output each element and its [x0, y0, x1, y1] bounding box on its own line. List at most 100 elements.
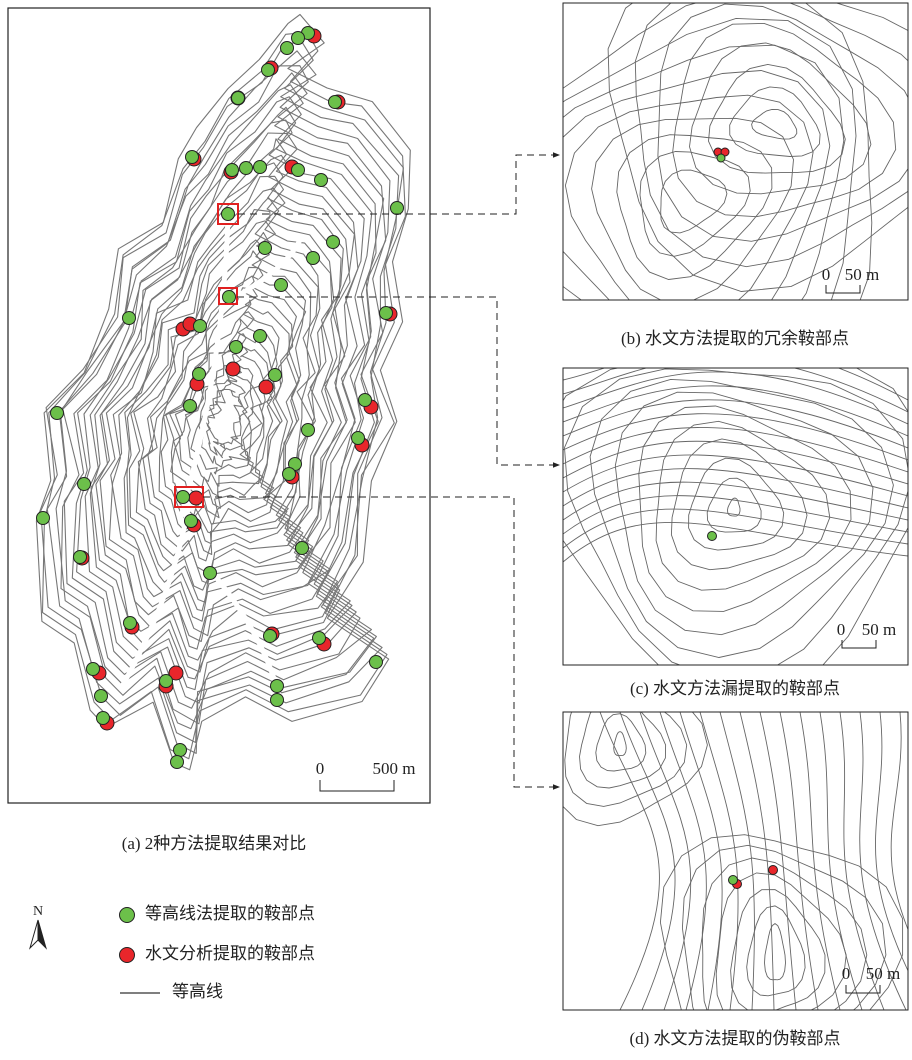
saddle-contour [160, 675, 173, 688]
saddle-contour [230, 341, 243, 354]
saddle-contour [307, 252, 320, 265]
saddle-contour [74, 551, 87, 564]
contour [730, 87, 820, 157]
saddle-contour [262, 64, 275, 77]
contour [596, 714, 646, 771]
scale-label: 50 m [866, 964, 900, 983]
saddle-contour [275, 279, 288, 292]
saddle-contour [296, 542, 309, 555]
contour [590, 379, 893, 657]
saddle-hydro [226, 362, 240, 376]
saddle-contour [359, 394, 372, 407]
saddle-contour [124, 617, 137, 630]
scale-label: 500 m [373, 759, 416, 778]
contour [614, 732, 627, 756]
scale-label: 50 m [845, 265, 879, 284]
contour [125, 210, 320, 603]
inset-frame [563, 3, 908, 300]
contour [747, 906, 805, 996]
inset-c-scale: 0 50 m [837, 620, 896, 648]
saddle-contour [185, 515, 198, 528]
saddle-contour [391, 202, 404, 215]
saddle-contour [259, 242, 272, 255]
caption: (a) 2种方法提取结果对比 [122, 834, 307, 853]
scale-zero: 0 [822, 265, 831, 284]
saddle-contour [223, 291, 236, 304]
contour [620, 712, 675, 1010]
saddle-hydro [769, 866, 778, 875]
caption: (d) 水文方法提取的伪鞍部点 [629, 1029, 840, 1048]
saddle-contour [281, 42, 294, 55]
main-map [36, 15, 410, 770]
contour [64, 85, 383, 708]
saddle-contour [380, 307, 393, 320]
saddle-contour [264, 630, 277, 643]
contour [563, 469, 908, 508]
contour [563, 455, 908, 496]
saddle-contour [226, 164, 239, 177]
scale-zero: 0 [316, 759, 325, 778]
saddle-contour [269, 369, 282, 382]
contour [765, 924, 786, 980]
saddle-contour [95, 690, 108, 703]
legend-label: 等高线 [172, 982, 223, 1001]
saddle-contour [292, 164, 305, 177]
saddle-contour [232, 92, 245, 105]
contour [700, 712, 738, 1010]
figure: 0 500 m 0 50 m 0 50 m 0 50 m (a) 2种方法提取结… [0, 0, 912, 1060]
legend-label: 等高线法提取的鞍部点 [145, 904, 315, 923]
scale-zero: 0 [837, 620, 846, 639]
saddle-contour [315, 174, 328, 187]
saddle-contour [177, 491, 190, 504]
contour [720, 712, 754, 1010]
saddle-contour [204, 567, 217, 580]
saddle-contour [97, 712, 110, 725]
contour [661, 170, 727, 233]
contour [580, 697, 666, 788]
saddle-contour [184, 400, 197, 413]
contour [207, 389, 243, 448]
contour [563, 358, 908, 412]
main-scale: 0 500 m [316, 759, 416, 791]
inset-frame [563, 712, 908, 1010]
saddle-contour [717, 154, 725, 162]
scale-label: 50 m [862, 620, 896, 639]
saddle-contour [729, 876, 738, 885]
saddle-contour [292, 32, 305, 45]
contour [563, 441, 908, 484]
saddle-contour [194, 320, 207, 333]
saddle-contour [222, 208, 235, 221]
saddle-hydro [189, 491, 203, 505]
saddle-contour [283, 468, 296, 481]
inset-c [539, 344, 912, 697]
north-label: N [33, 904, 43, 919]
saddle-contour [370, 656, 383, 669]
contour [673, 23, 896, 216]
contour [563, 344, 908, 400]
caption: (c) 水文方法漏提取的鞍部点 [630, 679, 840, 698]
north-arrow: N [30, 904, 46, 948]
saddle-contour [302, 424, 315, 437]
saddle-contour [37, 512, 50, 525]
saddle-contour [123, 312, 136, 325]
contour [702, 858, 867, 1053]
contour [640, 152, 750, 257]
contour [800, 712, 840, 1010]
inset-b-scale: 0 50 m [822, 265, 879, 293]
saddle-contour [87, 663, 100, 676]
saddle-contour [171, 756, 184, 769]
saddle-contour [78, 478, 91, 491]
contour [540, 71, 830, 347]
saddle-contour [327, 236, 340, 249]
caption: (b) 水文方法提取的冗余鞍部点 [621, 329, 849, 348]
contour [563, 427, 908, 472]
contour [617, 135, 772, 280]
contour [660, 712, 706, 1010]
saddle-contour [313, 632, 326, 645]
inset-d-scale: 0 50 m [842, 964, 900, 993]
saddle-contour [51, 407, 64, 420]
contour [563, 414, 908, 460]
contour [539, 355, 912, 697]
saddle-contour [271, 680, 284, 693]
contour [752, 109, 797, 139]
